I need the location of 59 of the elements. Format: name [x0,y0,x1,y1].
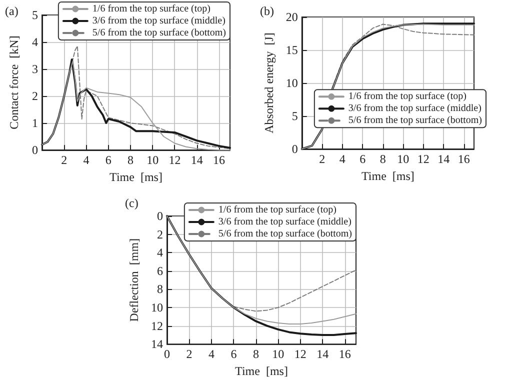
x-tick-label: 14 [438,152,450,166]
x-tick-label: 6 [105,153,112,167]
x-tick-label: 6 [360,152,366,166]
legend-label: 5/6 from the top surface (bottom) [348,115,482,126]
x-tick-label: 10 [397,152,410,166]
legend-label: 1/6 from the top surface (top) [92,4,210,14]
y-tick-label: 0 [157,209,163,223]
x-tick-label: 8 [252,347,259,362]
x-tick-label: 16 [458,152,470,166]
y-tick-label: 15 [286,43,298,57]
y-tick-label: 1 [32,116,38,130]
y-tick-label: 4 [157,246,163,260]
y-tick-label: 8 [157,282,163,296]
y-tick-label: 10 [286,76,298,90]
legend-label: 1/6 from the top surface (top) [218,204,336,216]
y-tick-label: 20 [286,10,298,24]
x-tick-label: 2 [61,153,68,167]
y-tick-label: 4 [32,35,38,49]
legend-label: 3/6 from the top surface (middle) [92,16,226,26]
x-axis-title: Time [ms] [235,364,288,378]
x-tick-label: 10 [272,347,284,362]
y-tick-label: 5 [292,109,298,123]
x-tick-label: 4 [208,347,214,362]
y-tick-label: 5 [32,8,38,22]
legend-label: 5/6 from the top surface (bottom) [218,228,352,240]
x-tick-label: 8 [380,152,386,166]
x-tick-label: 12 [417,152,430,166]
y-tick-label: 10 [151,300,163,314]
x-tick-label: 4 [83,153,90,167]
legend-label: 1/6 from the top surface (top) [348,91,466,102]
x-tick-label: 2 [186,347,192,362]
legend-label: 3/6 from the top surface (middle) [348,103,482,114]
y-tick-label: 2 [157,227,163,242]
x-tick-label: 6 [230,347,237,362]
x-tick-label: 16 [338,347,351,362]
y-axis-title: Contact force [kN] [7,36,21,130]
x-tick-label: 2 [319,152,326,166]
chart-title: (c) [125,196,138,210]
legend-label: 5/6 from the top surface (bottom) [92,28,226,38]
y-tick-label: 0 [32,143,38,157]
x-tick-label: 8 [127,153,134,167]
x-tick-label: 4 [339,152,346,166]
x-axis-title: Time [ms] [361,168,414,183]
y-axis-title: Absorbed energy [J] [262,32,276,134]
y-tick-label: 6 [157,264,163,278]
chart-title: (b) [260,4,274,18]
y-tick-label: 3 [32,62,38,76]
legend-label: 3/6 from the top surface (middle) [218,216,352,228]
chart-title: (a) [5,4,18,18]
y-axis-title: Deflection [mm] [127,238,142,322]
y-tick-label: 2 [32,89,38,103]
x-tick-label: 14 [190,153,203,167]
y-tick-label: 12 [151,318,163,333]
x-axis-title: Time [ms] [110,170,162,184]
x-tick-label: 14 [316,347,329,362]
x-tick-label: 12 [168,153,181,167]
y-tick-label: 0 [292,142,298,156]
y-tick-label: 14 [151,337,163,352]
x-tick-label: 16 [212,153,225,167]
